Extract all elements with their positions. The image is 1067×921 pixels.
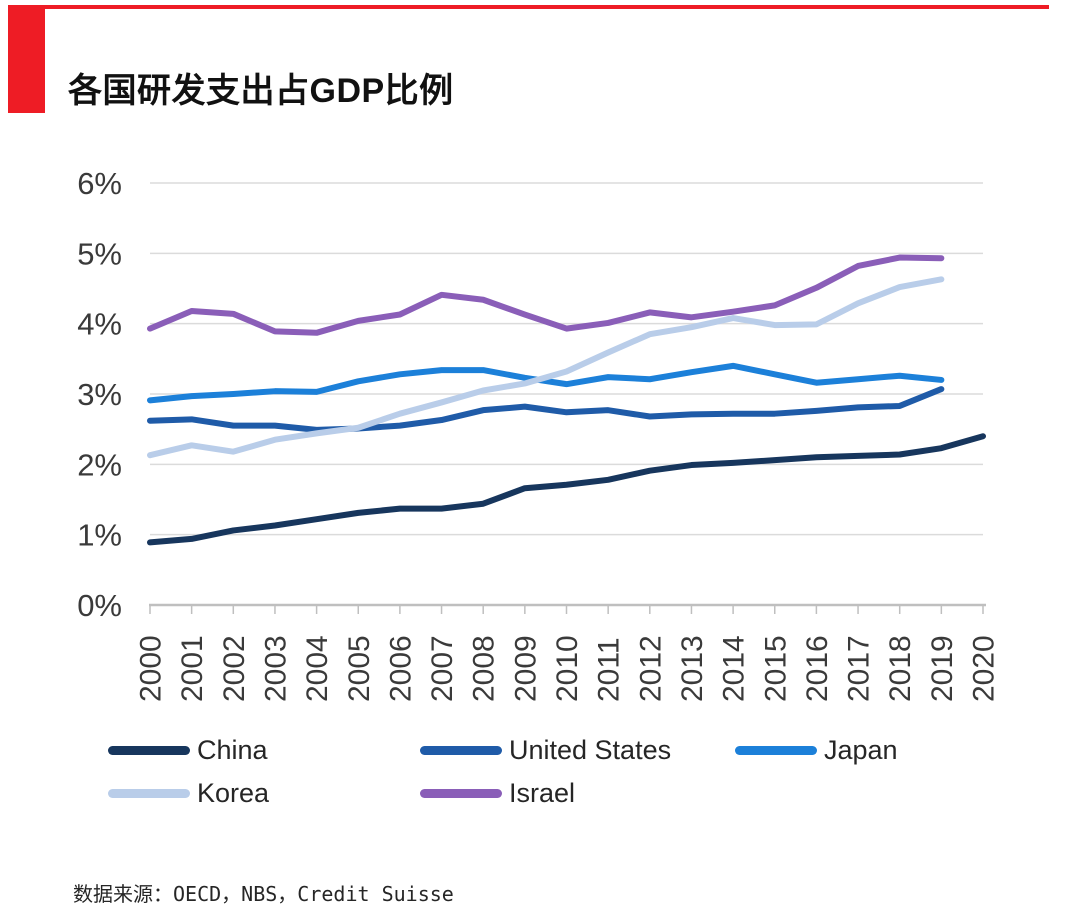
legend-item-united-states: United States bbox=[420, 733, 671, 767]
x-axis-label: 2002 bbox=[218, 635, 251, 702]
x-axis-label: 2014 bbox=[718, 635, 751, 702]
legend-label: China bbox=[197, 734, 268, 765]
y-axis-label: 4% bbox=[77, 307, 122, 342]
chart-legend: China United States Japan Korea Israel bbox=[0, 0, 1067, 808]
legend-label: Japan bbox=[824, 734, 898, 765]
legend-swatch-china bbox=[108, 745, 190, 755]
x-axis-label: 2000 bbox=[135, 635, 168, 702]
legend-item-japan: Japan bbox=[735, 733, 898, 767]
x-axis-label: 2010 bbox=[551, 635, 584, 702]
x-axis-label: 2012 bbox=[634, 635, 667, 702]
y-axis-label: 3% bbox=[77, 377, 122, 412]
series-line-united-states bbox=[147, 386, 945, 433]
x-axis-label: 2018 bbox=[884, 635, 917, 702]
source-note: 数据来源：OECD，NBS，Credit Suisse bbox=[73, 882, 454, 906]
x-axis-label: 2015 bbox=[759, 635, 792, 702]
legend-item-israel: Israel bbox=[420, 776, 575, 810]
x-axis-label: 2008 bbox=[468, 635, 501, 702]
x-axis-label: 2005 bbox=[343, 635, 376, 702]
x-axis-label: 2013 bbox=[676, 635, 709, 702]
x-axis-label: 2003 bbox=[259, 635, 292, 702]
accent-top-rule bbox=[8, 5, 1049, 9]
y-axis-label: 0% bbox=[77, 588, 122, 623]
legend-swatch-united-states bbox=[420, 745, 502, 755]
x-axis-label: 2011 bbox=[593, 637, 626, 702]
x-axis-label: 2019 bbox=[926, 635, 959, 702]
accent-bar bbox=[8, 5, 45, 113]
legend-item-china: China bbox=[108, 733, 268, 767]
x-axis-label: 2004 bbox=[301, 635, 334, 702]
legend-label: Israel bbox=[509, 777, 576, 808]
legend-item-korea: Korea bbox=[108, 776, 269, 810]
series-line-korea bbox=[147, 276, 945, 459]
y-axis-label: 1% bbox=[77, 518, 122, 553]
legend-swatch-israel bbox=[420, 788, 502, 798]
x-axis-label: 2016 bbox=[801, 635, 834, 702]
legend-swatch-japan bbox=[735, 745, 817, 755]
x-axis-label: 2001 bbox=[176, 635, 209, 702]
legend-label: Korea bbox=[197, 777, 270, 808]
legend-swatch-korea bbox=[108, 788, 190, 798]
chart-title: 各国研发支出占GDP比例 bbox=[68, 71, 454, 110]
series-line-israel bbox=[147, 254, 945, 336]
x-axis-label: 2009 bbox=[509, 635, 542, 702]
x-axis-label: 2020 bbox=[968, 635, 1001, 702]
x-axis-label: 2007 bbox=[426, 635, 459, 702]
x-axis-label: 2006 bbox=[384, 635, 417, 702]
x-axis-label: 2017 bbox=[843, 635, 876, 702]
y-axis-label: 5% bbox=[77, 236, 122, 271]
legend-label: United States bbox=[509, 734, 672, 765]
series-line-china bbox=[147, 433, 986, 546]
series-line-japan bbox=[147, 362, 945, 404]
y-axis-label: 2% bbox=[77, 447, 122, 482]
y-axis-label: 6% bbox=[77, 166, 122, 201]
